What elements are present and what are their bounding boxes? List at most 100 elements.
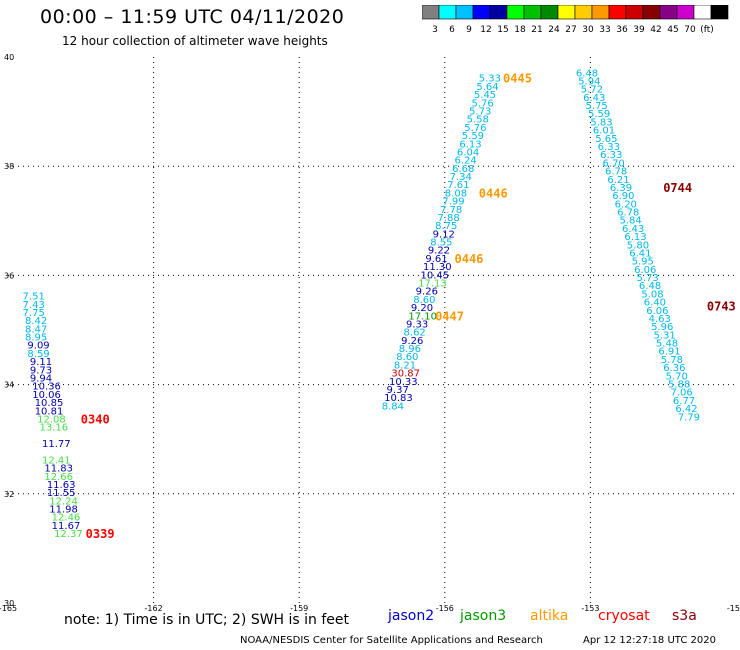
x-tick-label: -159 <box>290 604 308 613</box>
y-tick-label: 36 <box>4 271 14 280</box>
chart-title: 00:00 – 11:59 UTC 04/11/2020 <box>40 6 345 28</box>
wave-height-value: 6.13 <box>624 232 646 243</box>
pass-time-label: 0339 <box>86 527 115 541</box>
wave-height-value: 8.96 <box>399 344 421 355</box>
wave-height-value: 12.37 <box>54 529 83 540</box>
y-tick-label: 30 <box>4 599 14 608</box>
wave-height-value: 6.04 <box>457 147 479 158</box>
wave-height-value: 11.55 <box>47 488 76 499</box>
footer-timestamp: Apr 12 12:27:18 UTC 2020 <box>583 635 716 646</box>
wave-height-value: 5.33 <box>479 74 501 85</box>
wave-height-value: 7.99 <box>442 197 464 208</box>
wave-height-value: 5.64 <box>476 82 498 93</box>
colorbar-tick-label: 70 <box>684 25 696 35</box>
colorbar-tick-label: 42 <box>650 25 661 35</box>
wave-height-value: 6.06 <box>646 306 668 317</box>
wave-height-value: 5.65 <box>595 134 617 145</box>
y-tick-label: 38 <box>4 162 14 171</box>
wave-height-value: 10.85 <box>35 398 64 409</box>
wave-height-value: 5.73 <box>469 107 491 118</box>
wave-height-value: 6.36 <box>663 363 685 374</box>
pass-time-label: 0447 <box>435 309 464 323</box>
wave-height-value: 9.20 <box>411 303 433 314</box>
pass-time-label: 0445 <box>503 72 532 86</box>
wave-height-value: 5.96 <box>651 322 673 333</box>
wave-height-value: 12.66 <box>44 472 73 483</box>
wave-height-value: 5.73 <box>637 273 659 284</box>
x-tick-label: -162 <box>145 604 163 613</box>
wave-height-value: 7.43 <box>23 300 45 311</box>
wave-height-value: 6.13 <box>459 139 481 150</box>
wave-height-value: 12.41 <box>42 455 71 466</box>
chart-subtitle: 12 hour collection of altimeter wave hei… <box>62 34 328 48</box>
wave-height-value: 6.43 <box>583 93 605 104</box>
source-cryosat: cryosat <box>598 608 650 624</box>
wave-height-value: 9.73 <box>30 365 52 376</box>
colorbar-tick-label: 12 <box>480 25 491 35</box>
wave-height-value: 11.30 <box>423 262 452 273</box>
wave-height-value: 10.36 <box>32 382 61 393</box>
wave-height-value: 6.43 <box>622 224 644 235</box>
wave-height-value: 9.26 <box>401 336 423 347</box>
wave-height-value: 7.75 <box>23 308 45 319</box>
wave-height-value: 6.48 <box>639 281 661 292</box>
wave-height-value: 8.60 <box>396 352 418 363</box>
footer-credit: NOAA/NESDIS Center for Satellite Applica… <box>240 635 543 646</box>
wave-height-value: 10.81 <box>35 406 64 417</box>
source-jason2: jason2 <box>388 608 435 624</box>
wave-height-value: 6.78 <box>605 167 627 178</box>
wave-height-value: 6.70 <box>603 158 625 169</box>
colorbar-tick-label: 27 <box>565 25 576 35</box>
wave-height-value: 9.12 <box>433 229 455 240</box>
colorbar-tick-label: 30 <box>582 25 594 35</box>
wave-height-value: 6.20 <box>615 199 637 210</box>
colorbar-tick-label: 18 <box>514 25 526 35</box>
wave-height-value: 6.90 <box>612 191 634 202</box>
colorbar-tick-label: 39 <box>633 25 645 35</box>
wave-height-value: 8.62 <box>404 328 426 339</box>
wave-height-value: 9.33 <box>406 319 428 330</box>
pass-time-label: 0743 <box>707 299 736 313</box>
wave-height-value: 5.95 <box>632 257 654 268</box>
wave-height-value: 6.68 <box>452 164 474 175</box>
wave-height-value: 9.37 <box>387 385 409 396</box>
wave-height-value: 8.59 <box>27 349 49 360</box>
wave-height-value: 7.61 <box>447 180 469 191</box>
wave-height-value: 5.70 <box>666 371 688 382</box>
colorbar-tick-label: 6 <box>449 25 455 35</box>
wave-height-value: 6.40 <box>644 298 666 309</box>
wave-height-value: 9.09 <box>27 341 49 352</box>
wave-height-value: 8.47 <box>25 324 47 335</box>
wave-height-value: 12.46 <box>52 513 81 524</box>
pass-time-label: 0446 <box>455 252 484 266</box>
wave-height-value: 9.11 <box>30 357 52 368</box>
wave-height-value: 5.59 <box>588 109 610 120</box>
wave-height-value: 17.10 <box>408 311 437 322</box>
colorbar-tick-label: (ft) <box>700 25 714 35</box>
colorbar-tick-label: 33 <box>599 25 610 35</box>
wave-height-value: 9.22 <box>428 246 450 257</box>
wave-height-value: 17.13 <box>418 278 447 289</box>
wave-height-value: 5.83 <box>590 117 612 128</box>
wave-height-value: 6.48 <box>576 68 598 79</box>
wave-height-value: 5.76 <box>471 98 493 109</box>
source-altika: altika <box>530 608 569 624</box>
wave-height-value: 8.08 <box>445 188 467 199</box>
wave-height-value: 5.45 <box>474 90 496 101</box>
source-s3a: s3a <box>672 608 697 624</box>
colorbar-tick-label: 36 <box>616 25 628 35</box>
wave-height-value: 5.78 <box>661 355 683 366</box>
wave-height-value: 5.59 <box>462 131 484 142</box>
x-tick-label: -153 <box>581 604 599 613</box>
wave-height-value: 7.06 <box>670 388 692 399</box>
wave-height-value: 11.98 <box>49 505 78 516</box>
wave-height-value: 11.63 <box>47 480 76 491</box>
wave-height-value: 6.42 <box>675 404 697 415</box>
wave-height-value: 6.78 <box>617 208 639 219</box>
wave-height-value: 6.21 <box>607 175 629 186</box>
wave-height-value: 5.94 <box>578 76 600 87</box>
wave-height-value: 8.42 <box>25 316 47 327</box>
wave-height-value: 8.21 <box>394 360 416 371</box>
wave-height-value: 9.94 <box>30 374 52 385</box>
